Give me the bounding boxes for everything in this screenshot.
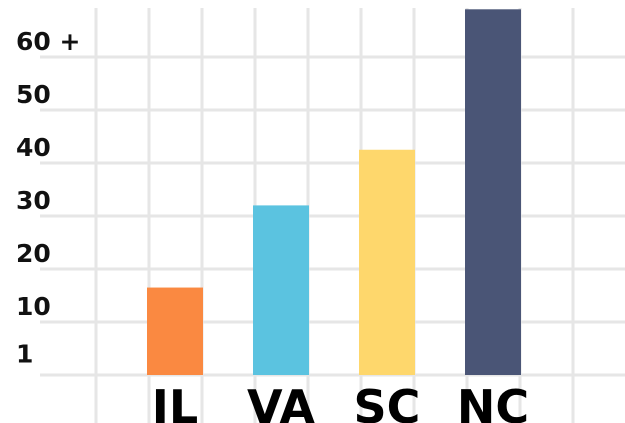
chart-grid — [40, 8, 625, 423]
y-tick-label: 10 — [16, 292, 51, 321]
chart-bars — [147, 9, 521, 376]
bar-nc — [465, 9, 521, 376]
x-tick-label-va: VA — [247, 380, 315, 423]
x-tick-label-il: IL — [152, 380, 198, 423]
y-tick-label: 30 — [16, 186, 51, 215]
y-tick-label: 40 — [16, 133, 51, 162]
y-axis: 1 10 20 30 40 50 60 + — [16, 27, 80, 369]
y-tick-label: 1 — [16, 340, 33, 369]
bar-va — [253, 205, 309, 375]
x-tick-label-nc: NC — [457, 380, 529, 423]
y-tick-label: 60 + — [16, 27, 80, 56]
bar-sc — [359, 149, 415, 375]
bar-il — [147, 287, 203, 375]
x-tick-label-sc: SC — [354, 380, 421, 423]
y-tick-label: 50 — [16, 80, 51, 109]
y-tick-label: 20 — [16, 239, 51, 268]
x-axis: IL VA SC NC — [152, 380, 529, 423]
